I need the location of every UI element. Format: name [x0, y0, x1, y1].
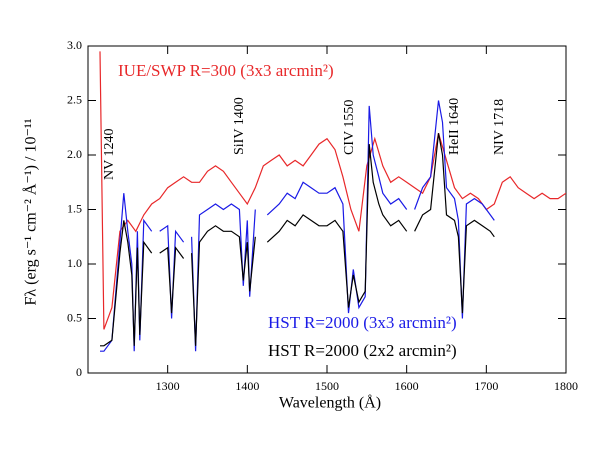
line-annotation: SiIV 1400 — [232, 97, 247, 155]
x-tick-label: 1600 — [395, 379, 419, 393]
line-annotation: NV 1240 — [102, 129, 117, 180]
line-annotation: HeII 1640 — [447, 98, 462, 155]
y-tick-label: 1.0 — [67, 256, 82, 270]
x-axis-label: Wavelength (Å) — [279, 394, 381, 412]
legend-entry: IUE/SWP R=300 (3x3 arcmin²) — [118, 61, 334, 80]
x-tick-label: 1500 — [315, 379, 339, 393]
x-tick-label: 1400 — [235, 379, 259, 393]
y-tick-label: 0 — [76, 365, 82, 379]
x-tick-label: 1700 — [474, 379, 498, 393]
y-axis-label: Fλ (erg s⁻¹ cm⁻² Å⁻¹) / 10⁻¹¹ — [22, 118, 40, 305]
line-annotation: CIV 1550 — [342, 100, 357, 155]
y-tick-label: 3.0 — [67, 38, 82, 52]
x-tick-label: 1800 — [554, 379, 578, 393]
y-tick-label: 1.5 — [67, 201, 82, 215]
spectrum-line — [100, 100, 495, 352]
spectrum-line — [99, 51, 566, 330]
legend-entry: HST R=2000 (3x3 arcmin²) — [268, 313, 457, 332]
x-tick-label: 1300 — [156, 379, 180, 393]
legend-entry: HST R=2000 (2x2 arcmin²) — [268, 341, 457, 360]
spectrum-line — [100, 133, 495, 347]
y-tick-label: 2.0 — [67, 147, 82, 161]
y-tick-label: 2.5 — [67, 92, 82, 106]
line-annotation: NIV 1718 — [492, 99, 507, 155]
y-tick-label: 0.5 — [67, 310, 82, 324]
